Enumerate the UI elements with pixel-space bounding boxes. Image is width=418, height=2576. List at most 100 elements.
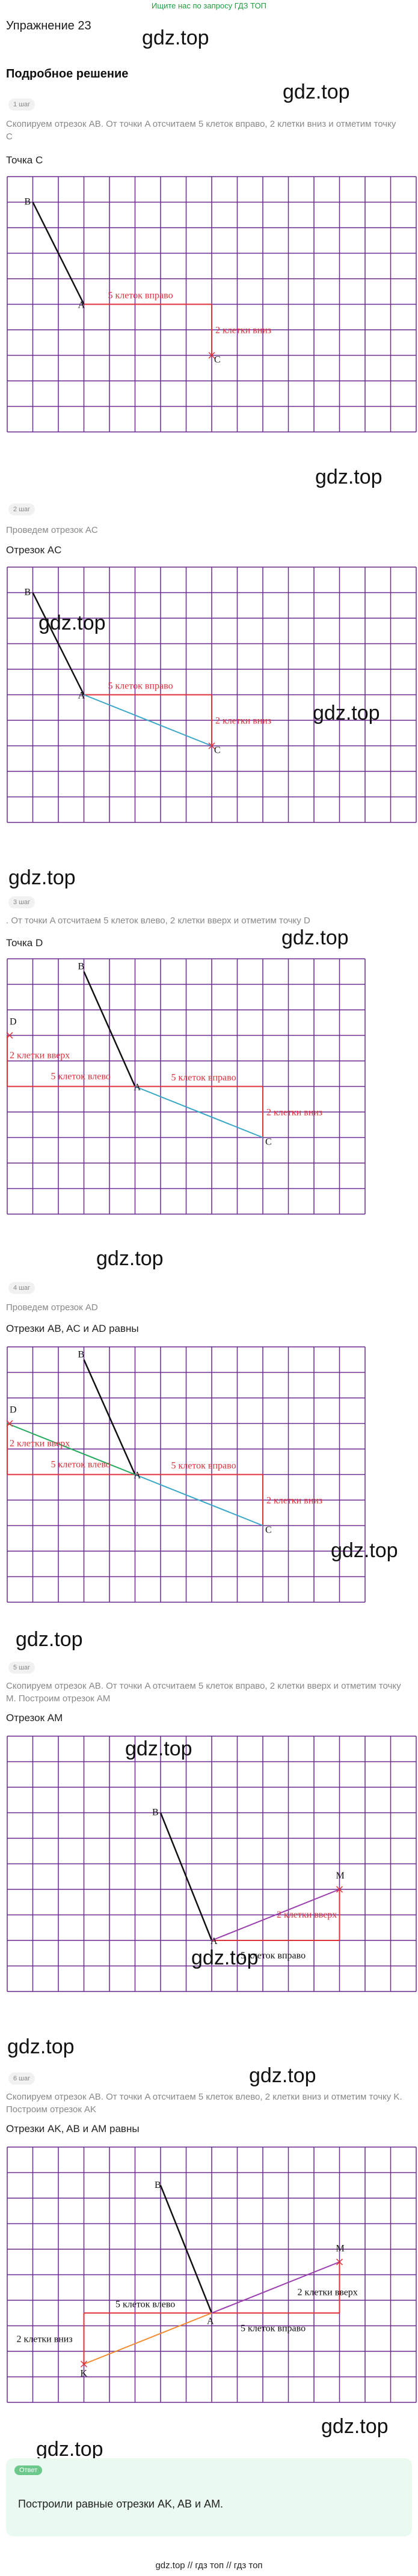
footer-links: gdz.top // гдз топ // гдз топ <box>0 2560 418 2571</box>
point-a-label: A <box>207 2316 214 2326</box>
watermark: gdz.top <box>191 1946 259 1969</box>
step-caption: Отрезки AB, AC и AD равны <box>6 1323 139 1334</box>
watermark: gdz.top <box>96 1247 164 1270</box>
point-b-label: B <box>78 961 85 971</box>
segment-ab <box>32 201 85 305</box>
segment-ac <box>135 1474 263 1526</box>
segment-ac <box>135 1086 263 1138</box>
segment-ab <box>32 592 85 696</box>
point-b-label: B <box>78 1349 85 1359</box>
segment-ad <box>7 1423 135 1475</box>
point-d-label: D <box>10 1405 17 1415</box>
answer-text: Построили равные отрезки AK, AB и AM. <box>18 2498 224 2510</box>
watermark: gdz.top <box>8 866 76 889</box>
label-right-5: 5 клеток вправо <box>171 1461 236 1471</box>
point-b-label: B <box>152 1808 159 1818</box>
step-description: Скопируем отрезок AB. От точки A отсчита… <box>6 119 396 142</box>
step-caption: Отрезок AM <box>6 1712 63 1724</box>
watermark: gdz.top <box>125 1737 192 1760</box>
segment-ab <box>83 1359 136 1475</box>
step-4-figure: B A C D 2 клетки вверх 5 клеток влево 5 клеток… <box>6 1346 366 1603</box>
watermark: gdz.top <box>281 926 349 949</box>
label-left-5: 5 клеток влево <box>51 1072 111 1082</box>
step-badge: 5 шаг <box>8 1662 35 1674</box>
label-right-5: 5 клеток вправо <box>108 291 173 301</box>
point-c-label: C <box>265 1137 272 1147</box>
label-up-2: 2 клетки вверх <box>298 2287 358 2297</box>
label-right-5: 5 клеток вправо <box>241 2323 306 2333</box>
label-down-2: 2 клетки вниз <box>266 1496 322 1506</box>
step-badge: 3 шаг <box>8 896 35 908</box>
footer-separator: // <box>187 2560 193 2571</box>
label-right-5: 5 клеток вправо <box>171 1073 236 1083</box>
watermark: gdz.top <box>315 466 383 488</box>
step-badge: 2 шаг <box>8 503 35 515</box>
segment-am <box>211 2261 340 2314</box>
label-down-2: 2 клетки вниз <box>17 2334 73 2344</box>
point-a-label: A <box>78 300 85 311</box>
watermark: gdz.top <box>16 1628 83 1651</box>
step-description: . От точки A отсчитаем 5 клеток влево, 2… <box>6 916 310 926</box>
search-hint-link[interactable]: Ищите нас по запросу ГДЗ ТОП <box>152 1 266 10</box>
point-c-mark <box>208 742 215 750</box>
point-m-label: M <box>336 2243 345 2253</box>
label-up-2: 2 клетки вверх <box>277 1910 337 1920</box>
footer-link-gdz-top[interactable]: gdz.top <box>155 2560 185 2571</box>
step-5-figure: B A M 2 клетки вверх 5 клеток вправо <box>7 1736 417 1992</box>
step-2-figure: B A C 5 клеток вправо 2 клетки вниз <box>7 567 417 823</box>
watermark: gdz.top <box>36 2438 103 2461</box>
footer-link-gdz-top-ru[interactable]: гдз топ <box>195 2560 224 2571</box>
point-m-label: M <box>336 1871 345 1881</box>
footer-link-gdz-top-ru-2[interactable]: гдз топ <box>233 2560 263 2571</box>
answer-box: Ответ Построили равные отрезки AK, AB и … <box>6 2458 412 2536</box>
step-6-figure: B A M K 5 клеток влево 2 клетки вниз 2 клетки … <box>7 2146 417 2403</box>
point-k-label: K <box>81 2368 88 2378</box>
step-caption: Точка C <box>6 154 43 166</box>
segment-ak <box>84 2312 212 2365</box>
label-right-5: 5 клеток вправо <box>108 681 173 691</box>
point-d-mark <box>6 1031 13 1039</box>
segment-ab <box>83 971 136 1087</box>
point-b-label: B <box>155 2180 161 2190</box>
label-up-2: 2 клетки вверх <box>10 1051 70 1061</box>
step-caption: Отрезок AC <box>6 544 62 556</box>
point-m-mark <box>336 1886 343 1893</box>
segment-ab <box>159 2185 213 2313</box>
footer-separator: // <box>226 2560 232 2571</box>
point-b-label: B <box>25 588 31 598</box>
point-c-label: C <box>214 746 221 756</box>
point-b-label: B <box>25 197 31 207</box>
point-d-label: D <box>10 1017 17 1027</box>
point-a-label: A <box>134 1471 141 1481</box>
point-d-mark <box>6 1420 13 1427</box>
watermark: gdz.top <box>331 1539 398 1562</box>
point-a-label: A <box>211 1936 218 1946</box>
step-1-figure: B A C 5 клеток вправо 2 клетки вниз <box>7 176 417 433</box>
label-left-5: 5 клеток влево <box>115 2299 175 2309</box>
label-down-2: 2 клетки вниз <box>215 326 271 336</box>
segment-ac <box>84 694 212 747</box>
watermark: gdz.top <box>7 2035 75 2058</box>
watermark: gdz.top <box>283 80 350 103</box>
exercise-title: Упражнение 23 <box>6 19 91 32</box>
point-m-mark <box>336 2258 343 2265</box>
segment-am <box>211 1889 340 1941</box>
watermark: gdz.top <box>142 26 209 49</box>
watermark: gdz.top <box>249 2064 316 2087</box>
answer-badge: Ответ <box>14 2465 43 2475</box>
step-description: Скопируем отрезок AB. От точки A отсчита… <box>6 1681 401 1704</box>
segment-ab <box>159 1812 213 1941</box>
label-down-2: 2 клетки вниз <box>215 716 271 726</box>
step-caption: Точка D <box>6 937 43 949</box>
label-up-2: 2 клетки вверх <box>10 1439 70 1449</box>
label-right-5: 5 клеток вправо <box>241 1951 306 1961</box>
step-badge: 6 шаг <box>8 2073 35 2085</box>
step-description: Проведем отрезок AD <box>6 1302 98 1313</box>
step-3-figure: B A C D 2 клетки вверх 5 клеток влево 5 клеток… <box>6 958 366 1215</box>
point-c-label: C <box>265 1525 272 1536</box>
watermark: gdz.top <box>38 612 106 634</box>
point-k-mark <box>80 2360 88 2368</box>
label-left-5: 5 клеток влево <box>51 1460 111 1470</box>
point-c-label: C <box>214 355 221 365</box>
point-c-mark <box>208 351 215 359</box>
